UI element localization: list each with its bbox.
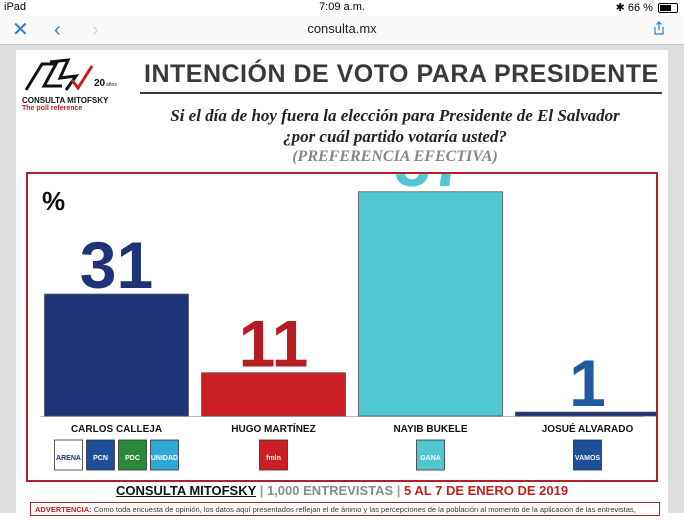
category-label: NAYIB BUKELE: [393, 424, 467, 435]
logo-badge: 20: [94, 78, 106, 89]
battery-percent: 66 %: [627, 2, 653, 14]
party-logo-label: VAMOS: [575, 455, 600, 462]
logo-brand: CONSULTA MITOFSKY: [22, 96, 109, 105]
page-content: 20 años CONSULTA MITOFSKY The poll refer…: [0, 45, 684, 520]
party-logo-label: UNIDAD: [151, 455, 178, 462]
mitofsky-logo: 20 años CONSULTA MITOFSKY The poll refer…: [22, 56, 132, 118]
bar: [358, 191, 503, 417]
party-logo-label: GANA: [420, 455, 441, 462]
logo-mark-icon: 20 años: [24, 58, 117, 91]
data-label: 57: [394, 174, 467, 200]
status-bar: iPad 7:09 a.m. ✱ 66 %: [0, 0, 684, 16]
footer-separator: |: [259, 483, 264, 498]
bar: [201, 372, 346, 417]
device-label: iPad: [4, 1, 27, 13]
poll-slide: 20 años CONSULTA MITOFSKY The poll refer…: [16, 50, 668, 520]
party-logo-label: ARENA: [56, 455, 81, 462]
footer: CONSULTA MITOFSKY | 1,000 ENTREVISTAS | …: [16, 483, 668, 498]
footer-dates: 5 AL 7 DE ENERO DE 2019: [404, 483, 569, 498]
party-logo: [86, 439, 115, 471]
data-label: 31: [80, 228, 153, 302]
question-line-2: ¿por cuál partido votaría usted?: [283, 127, 507, 146]
browser-toolbar: ✕ ‹ › consulta.mx: [0, 16, 684, 45]
party-logo: [416, 439, 445, 471]
title-divider: [140, 92, 662, 94]
battery-indicator: ✱ 66 %: [616, 1, 678, 14]
subtitle: (PREFERENCIA EFECTIVA): [292, 148, 498, 165]
logo-badge-sub: años: [106, 82, 117, 88]
party-logo: [150, 439, 179, 471]
category-label: HUGO MARTÍNEZ: [231, 422, 315, 435]
clock: 7:09 a.m.: [319, 1, 365, 13]
question-line-1: Si el día de hoy fuera la elección para …: [170, 106, 620, 125]
footer-separator: |: [396, 483, 401, 498]
disclaimer: ADVERTENCIA: Como toda encuesta de opini…: [30, 502, 660, 516]
battery-icon: [658, 3, 678, 14]
share-icon[interactable]: [652, 21, 666, 35]
back-icon[interactable]: ‹: [54, 19, 61, 41]
party-logo: [54, 439, 83, 471]
party-logo-label: PCN: [93, 455, 108, 462]
party-logo: [118, 439, 147, 471]
bar-chart-svg: % 31 CARLOS CALLEJA ARENA PCN PDC UNIDAD 11 HUG…: [40, 174, 656, 471]
url-field[interactable]: consulta.mx: [307, 21, 377, 36]
party-logo: [573, 439, 602, 471]
category-label: CARLOS CALLEJA: [71, 424, 162, 435]
forward-icon[interactable]: ›: [92, 19, 99, 41]
bar: [44, 293, 189, 417]
disclaimer-label: ADVERTENCIA:: [35, 505, 92, 514]
party-logo-label: fmln: [266, 455, 281, 462]
footer-interviews: 1,000 ENTREVISTAS: [266, 483, 394, 498]
logo-tagline: The poll reference: [22, 105, 83, 112]
bluetooth-icon: ✱: [615, 2, 625, 14]
unit-label: %: [42, 186, 65, 216]
bar-chart: % 31 CARLOS CALLEJA ARENA PCN PDC UNIDAD 11 HUG…: [26, 172, 658, 482]
data-label: 11: [239, 307, 309, 381]
data-label: 1: [569, 346, 606, 420]
party-logo: [259, 439, 288, 471]
footer-brand: CONSULTA MITOFSKY: [115, 483, 257, 498]
disclaimer-text: Como toda encuesta de opinión, los datos…: [93, 505, 636, 514]
close-icon[interactable]: ✕: [12, 19, 29, 41]
bar: [515, 411, 656, 417]
category-label: JOSUÉ ALVARADO: [542, 422, 634, 435]
page-title: INTENCIÓN DE VOTO PARA PRESIDENTE: [144, 60, 659, 88]
party-logo-label: PDC: [125, 455, 140, 462]
